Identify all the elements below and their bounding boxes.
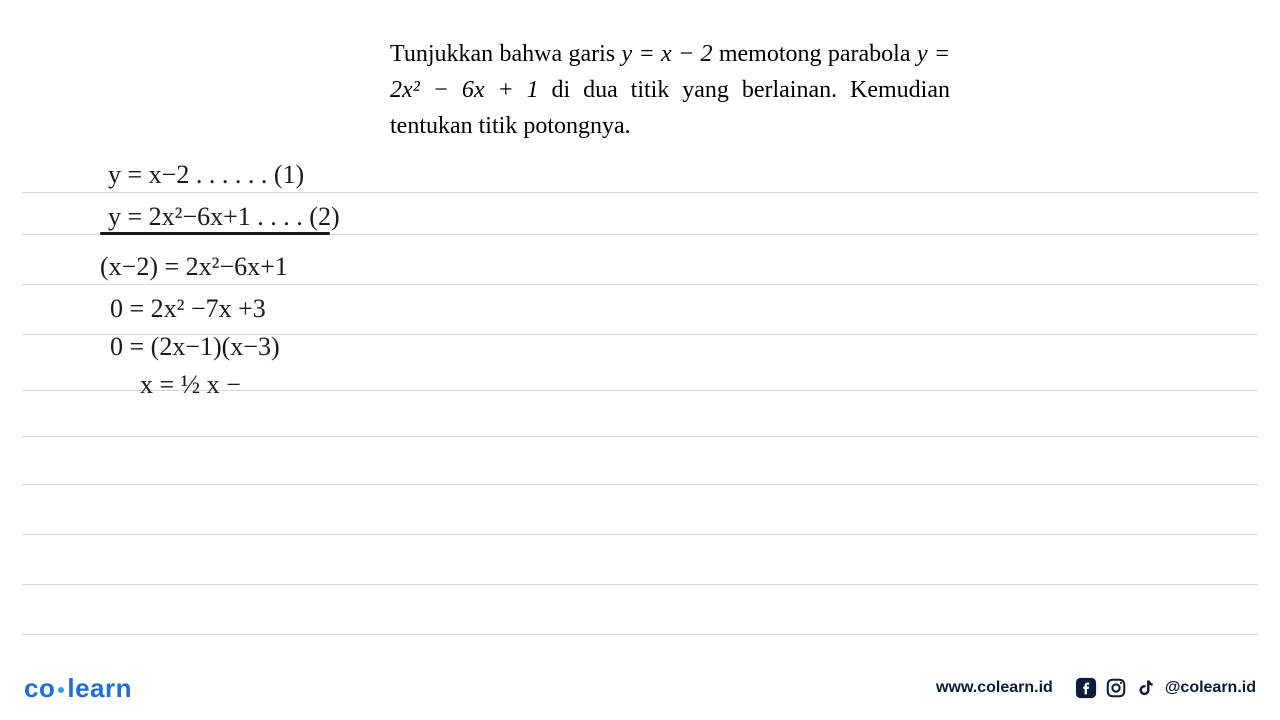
handwriting-line-6: x = ½ x −	[140, 368, 241, 402]
tiktok-icon	[1135, 677, 1157, 699]
logo-text-learn: learn	[67, 673, 132, 703]
instagram-icon	[1105, 677, 1127, 699]
brand-logo: colearn	[24, 673, 132, 704]
facebook-icon	[1075, 677, 1097, 699]
logo-text-co: co	[24, 673, 55, 703]
logo-dot-icon	[58, 687, 64, 693]
problem-statement: Tunjukkan bahwa garis y = x − 2 memotong…	[390, 36, 950, 144]
handwriting-line-5: 0 = (2x−1)(x−3)	[110, 330, 280, 364]
problem-text-4: di dua titik yang	[539, 77, 729, 103]
problem-text-2: memotong	[713, 41, 822, 67]
problem-text-1: Tunjukkan bahwa garis	[390, 41, 621, 67]
handwriting-line-1: y = x−2 . . . . . . (1)	[108, 158, 304, 192]
social-handle: @colearn.id	[1165, 679, 1256, 697]
problem-eq-1: y = x − 2	[621, 41, 712, 67]
problem-text-3: parabola	[828, 41, 917, 67]
handwriting-line-2: y = 2x²−6x+1 . . . . (2)	[108, 200, 340, 234]
handwriting-underline	[100, 232, 330, 235]
handwriting-line-3: (x−2) = 2x²−6x+1	[100, 250, 288, 284]
footer-right-group: www.colearn.id @colearn.id	[936, 677, 1256, 699]
footer-bar: colearn www.colearn.id @colearn.id	[0, 668, 1280, 708]
handwriting-line-4: 0 = 2x² −7x +3	[110, 292, 266, 326]
social-icons-group: @colearn.id	[1075, 677, 1256, 699]
website-url: www.colearn.id	[936, 679, 1053, 697]
